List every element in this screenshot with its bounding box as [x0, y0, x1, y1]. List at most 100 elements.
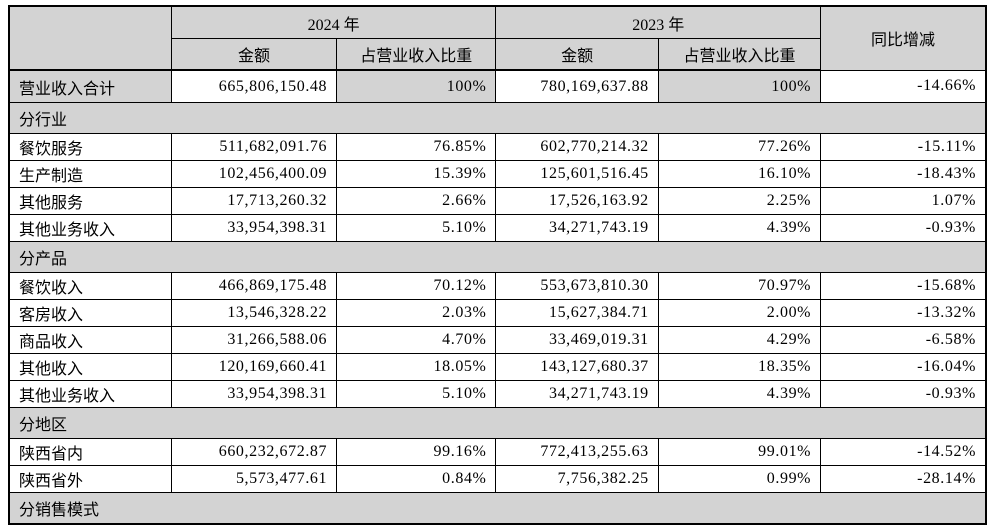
- table-row: 客房收入 13,546,328.22 2.03% 15,627,384.71 2…: [8, 299, 987, 327]
- section-row-by-region: 分地区: [8, 407, 987, 439]
- header-year-2024: 2024 年: [170, 5, 497, 39]
- amount-2024-cell: 665,806,150.48: [170, 69, 338, 103]
- amount-2023-cell: 34,271,743.19: [495, 380, 659, 408]
- row-label-cell: 餐饮收入: [8, 272, 172, 300]
- ratio-2024-cell: 99.16%: [336, 438, 497, 466]
- header-amount-2024: 金额: [170, 38, 338, 71]
- section-label-cell: 分行业: [8, 102, 987, 134]
- row-label-cell: 生产制造: [8, 160, 172, 188]
- table-row: 商品收入 31,266,588.06 4.70% 33,469,019.31 4…: [8, 326, 987, 354]
- amount-2024-cell: 17,713,260.32: [170, 187, 338, 215]
- section-label-cell: 分地区: [8, 407, 987, 439]
- amount-2024-cell: 511,682,091.76: [170, 133, 338, 161]
- ratio-2023-cell: 4.39%: [657, 214, 822, 242]
- amount-2023-cell: 553,673,810.30: [495, 272, 659, 300]
- row-label-cell: 营业收入合计: [8, 69, 172, 103]
- ratio-2023-cell: 4.29%: [657, 326, 822, 354]
- yoy-change-cell: -0.93%: [820, 380, 987, 408]
- amount-2024-cell: 33,954,398.31: [170, 380, 338, 408]
- ratio-2023-cell: 0.99%: [657, 465, 822, 493]
- table-row-total-revenue: 营业收入合计 665,806,150.48 100% 780,169,637.8…: [8, 69, 987, 103]
- table-row: 餐饮服务 511,682,091.76 76.85% 602,770,214.3…: [8, 133, 987, 161]
- amount-2024-cell: 5,573,477.61: [170, 465, 338, 493]
- ratio-2024-cell: 100%: [336, 69, 497, 103]
- amount-2024-cell: 660,232,672.87: [170, 438, 338, 466]
- ratio-2023-cell: 2.25%: [657, 187, 822, 215]
- amount-2023-cell: 7,756,382.25: [495, 465, 659, 493]
- ratio-2024-cell: 5.10%: [336, 380, 497, 408]
- ratio-2024-cell: 18.05%: [336, 353, 497, 381]
- header-ratio-2023: 占营业收入比重: [657, 38, 822, 71]
- amount-2023-cell: 772,413,255.63: [495, 438, 659, 466]
- header-amount-2023: 金额: [495, 38, 659, 71]
- yoy-change-cell: -28.14%: [820, 465, 987, 493]
- ratio-2023-cell: 4.39%: [657, 380, 822, 408]
- header-yoy-change: 同比增减: [820, 5, 987, 71]
- amount-2023-cell: 15,627,384.71: [495, 299, 659, 327]
- table-row: 其他业务收入 33,954,398.31 5.10% 34,271,743.19…: [8, 214, 987, 242]
- amount-2023-cell: 780,169,637.88: [495, 69, 659, 103]
- yoy-change-cell: -13.32%: [820, 299, 987, 327]
- amount-2024-cell: 33,954,398.31: [170, 214, 338, 242]
- amount-2023-cell: 17,526,163.92: [495, 187, 659, 215]
- ratio-2023-cell: 99.01%: [657, 438, 822, 466]
- yoy-change-cell: -14.66%: [820, 69, 987, 103]
- header-row-subcolumns: 金额 占营业收入比重 金额 占营业收入比重: [9, 38, 986, 71]
- header-ratio-2024: 占营业收入比重: [336, 38, 497, 71]
- ratio-2023-cell: 100%: [657, 69, 822, 103]
- table-row: 陕西省内 660,232,672.87 99.16% 772,413,255.6…: [8, 438, 987, 466]
- header-row-years: 2024 年 2023 年 同比增减: [8, 5, 987, 71]
- ratio-2023-cell: 18.35%: [657, 353, 822, 381]
- ratio-2023-cell: 2.00%: [657, 299, 822, 327]
- row-label-cell: 商品收入: [8, 326, 172, 354]
- yoy-change-cell: -6.58%: [820, 326, 987, 354]
- yoy-change-cell: -18.43%: [820, 160, 987, 188]
- amount-2024-cell: 102,456,400.09: [170, 160, 338, 188]
- ratio-2024-cell: 4.70%: [336, 326, 497, 354]
- row-label-cell: 客房收入: [8, 299, 172, 327]
- row-label-cell: 其他服务: [8, 187, 172, 215]
- ratio-2024-cell: 2.03%: [336, 299, 497, 327]
- amount-2023-cell: 33,469,019.31: [495, 326, 659, 354]
- ratio-2024-cell: 70.12%: [336, 272, 497, 300]
- amount-2024-cell: 13,546,328.22: [170, 299, 338, 327]
- table-row: 其他收入 120,169,660.41 18.05% 143,127,680.3…: [8, 353, 987, 381]
- amount-2023-cell: 34,271,743.19: [495, 214, 659, 242]
- amount-2024-cell: 466,869,175.48: [170, 272, 338, 300]
- yoy-change-cell: -15.11%: [820, 133, 987, 161]
- section-row-by-sales-model: 分销售模式: [8, 492, 987, 525]
- amount-2023-cell: 143,127,680.37: [495, 353, 659, 381]
- ratio-2023-cell: 70.97%: [657, 272, 822, 300]
- row-label-cell: 其他业务收入: [8, 380, 172, 408]
- yoy-change-cell: 1.07%: [820, 187, 987, 215]
- section-label-cell: 分销售模式: [8, 492, 987, 525]
- table-row: 其他服务 17,713,260.32 2.66% 17,526,163.92 2…: [8, 187, 987, 215]
- section-label-cell: 分产品: [8, 241, 987, 273]
- section-row-by-product: 分产品: [8, 241, 987, 273]
- section-row-by-industry: 分行业: [8, 102, 987, 134]
- revenue-breakdown-table: 2024 年 2023 年 同比增减 金额 占营业收入比重 金额 占营业收入比重…: [8, 5, 987, 525]
- amount-2023-cell: 602,770,214.32: [495, 133, 659, 161]
- yoy-change-cell: -16.04%: [820, 353, 987, 381]
- header-year-2023: 2023 年: [495, 5, 822, 39]
- table-row: 其他业务收入 33,954,398.31 5.10% 34,271,743.19…: [8, 380, 987, 408]
- ratio-2023-cell: 16.10%: [657, 160, 822, 188]
- table-row: 生产制造 102,456,400.09 15.39% 125,601,516.4…: [8, 160, 987, 188]
- ratio-2024-cell: 0.84%: [336, 465, 497, 493]
- row-label-cell: 其他收入: [8, 353, 172, 381]
- header-corner-cell: [8, 5, 172, 71]
- table-row: 陕西省外 5,573,477.61 0.84% 7,756,382.25 0.9…: [8, 465, 987, 493]
- row-label-cell: 陕西省外: [8, 465, 172, 493]
- ratio-2024-cell: 5.10%: [336, 214, 497, 242]
- row-label-cell: 餐饮服务: [8, 133, 172, 161]
- yoy-change-cell: -14.52%: [820, 438, 987, 466]
- amount-2024-cell: 31,266,588.06: [170, 326, 338, 354]
- ratio-2024-cell: 15.39%: [336, 160, 497, 188]
- ratio-2024-cell: 76.85%: [336, 133, 497, 161]
- amount-2023-cell: 125,601,516.45: [495, 160, 659, 188]
- row-label-cell: 陕西省内: [8, 438, 172, 466]
- row-label-cell: 其他业务收入: [8, 214, 172, 242]
- yoy-change-cell: -15.68%: [820, 272, 987, 300]
- table-row: 餐饮收入 466,869,175.48 70.12% 553,673,810.3…: [8, 272, 987, 300]
- yoy-change-cell: -0.93%: [820, 214, 987, 242]
